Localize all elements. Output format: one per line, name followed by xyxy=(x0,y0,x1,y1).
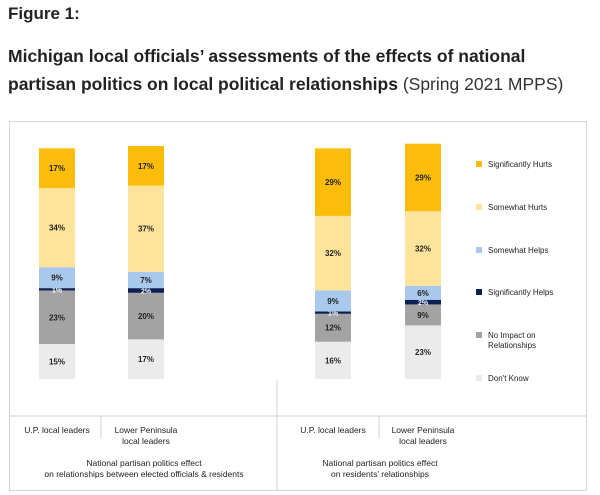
legend-label: Significantly Helps xyxy=(488,288,553,297)
legend-label: Somewhat Hurts xyxy=(488,203,547,212)
category-label: local leaders xyxy=(399,436,447,446)
bar-segment-somewhat-helps-3 xyxy=(405,285,441,300)
legend-label: Somewhat Helps xyxy=(488,246,548,255)
bar-segment-no-impact-on-relationships-1 xyxy=(128,292,164,340)
data-label: 9% xyxy=(51,274,63,283)
bar-segment-somewhat-hurts-2 xyxy=(315,215,351,291)
data-label: 29% xyxy=(325,178,341,187)
data-label: 29% xyxy=(415,173,431,182)
bar-segment-significantly-helps-2 xyxy=(315,311,351,314)
legend-swatch xyxy=(476,289,482,295)
legend-swatch xyxy=(476,332,482,338)
category-label: local leaders xyxy=(122,436,170,446)
figure-title: Michigan local officials’ assessments of… xyxy=(8,42,598,98)
data-label: 1% xyxy=(328,311,339,318)
category-label: Lower Peninsula xyxy=(115,425,178,435)
data-label: 20% xyxy=(138,312,154,321)
figure-label: Figure 1: xyxy=(8,4,80,23)
legend-label: Relationships xyxy=(488,341,536,350)
data-label: 2% xyxy=(141,288,152,295)
bar-segment-no-impact-on-relationships-0 xyxy=(39,290,75,345)
category-label: U.P. local leaders xyxy=(300,425,366,435)
bar-segment-don-t-know-0 xyxy=(39,344,75,379)
bar-segment-significantly-helps-1 xyxy=(128,288,164,293)
category-label: U.P. local leaders xyxy=(24,425,90,435)
data-label: 6% xyxy=(417,289,429,298)
data-label: 16% xyxy=(325,356,341,365)
data-label: 1% xyxy=(52,287,63,294)
legend-label: Significantly Hurts xyxy=(488,160,552,169)
legend-label: No Impact on xyxy=(488,331,536,340)
data-label: 2% xyxy=(418,300,429,307)
figure-source: (Spring 2021 MPPS) xyxy=(402,74,564,94)
data-label: 32% xyxy=(415,245,431,254)
data-label: 17% xyxy=(138,162,154,171)
group-label: National partisan politics effect xyxy=(322,458,438,468)
bar-segment-somewhat-hurts-0 xyxy=(39,187,75,268)
data-label: 23% xyxy=(49,313,65,322)
legend-swatch xyxy=(476,247,482,253)
bar-segment-significantly-helps-0 xyxy=(39,288,75,291)
bar-segment-significantly-hurts-0 xyxy=(39,148,75,188)
group-label: on residents’ relationships xyxy=(331,469,429,479)
data-label: 37% xyxy=(138,225,154,234)
bar-segment-significantly-hurts-2 xyxy=(315,148,351,216)
chart-frame: 15% 23% 1% 9% 34% 17% 17% 20% 2% 7% 37% 17% 16% 12% 1%… xyxy=(9,121,587,491)
bar-segment-significantly-helps-3 xyxy=(405,299,441,305)
legend-swatch xyxy=(476,375,482,381)
bar-segment-no-impact-on-relationships-3 xyxy=(405,304,441,326)
bar-segment-don-t-know-3 xyxy=(405,325,441,379)
bar-segment-somewhat-helps-1 xyxy=(128,271,164,289)
data-label: 34% xyxy=(49,224,65,233)
data-label: 9% xyxy=(417,311,429,320)
figure-title-text: Michigan local officials’ assessments of… xyxy=(8,46,526,94)
data-label: 23% xyxy=(415,348,431,357)
data-label: 12% xyxy=(325,324,341,333)
bar-segment-don-t-know-1 xyxy=(128,339,164,379)
group-label: on relationships between elected officia… xyxy=(44,469,243,479)
bar-segment-significantly-hurts-3 xyxy=(405,143,441,212)
bar-segment-somewhat-hurts-3 xyxy=(405,211,441,286)
legend-swatch xyxy=(476,161,482,167)
bar-segment-significantly-hurts-1 xyxy=(128,146,164,186)
data-label: 7% xyxy=(140,276,152,285)
stacked-bar-chart: 15% 23% 1% 9% 34% 17% 17% 20% 2% 7% 37% 17% 16% 12% 1%… xyxy=(10,143,586,490)
data-label: 17% xyxy=(138,355,154,364)
category-label: Lower Peninsula xyxy=(392,425,455,435)
legend-swatch xyxy=(476,204,482,210)
data-label: 32% xyxy=(325,249,341,258)
legend-label: Don't Know xyxy=(488,374,529,383)
bar-segment-somewhat-hurts-1 xyxy=(128,185,164,272)
data-label: 9% xyxy=(327,297,339,306)
group-label: National partisan politics effect xyxy=(86,458,202,468)
data-label: 15% xyxy=(49,358,65,367)
bar-segment-don-t-know-2 xyxy=(315,341,351,379)
bar-segment-somewhat-helps-0 xyxy=(39,267,75,289)
bar-segment-no-impact-on-relationships-2 xyxy=(315,313,351,342)
data-label: 17% xyxy=(49,164,65,173)
bar-segment-somewhat-helps-2 xyxy=(315,290,351,312)
